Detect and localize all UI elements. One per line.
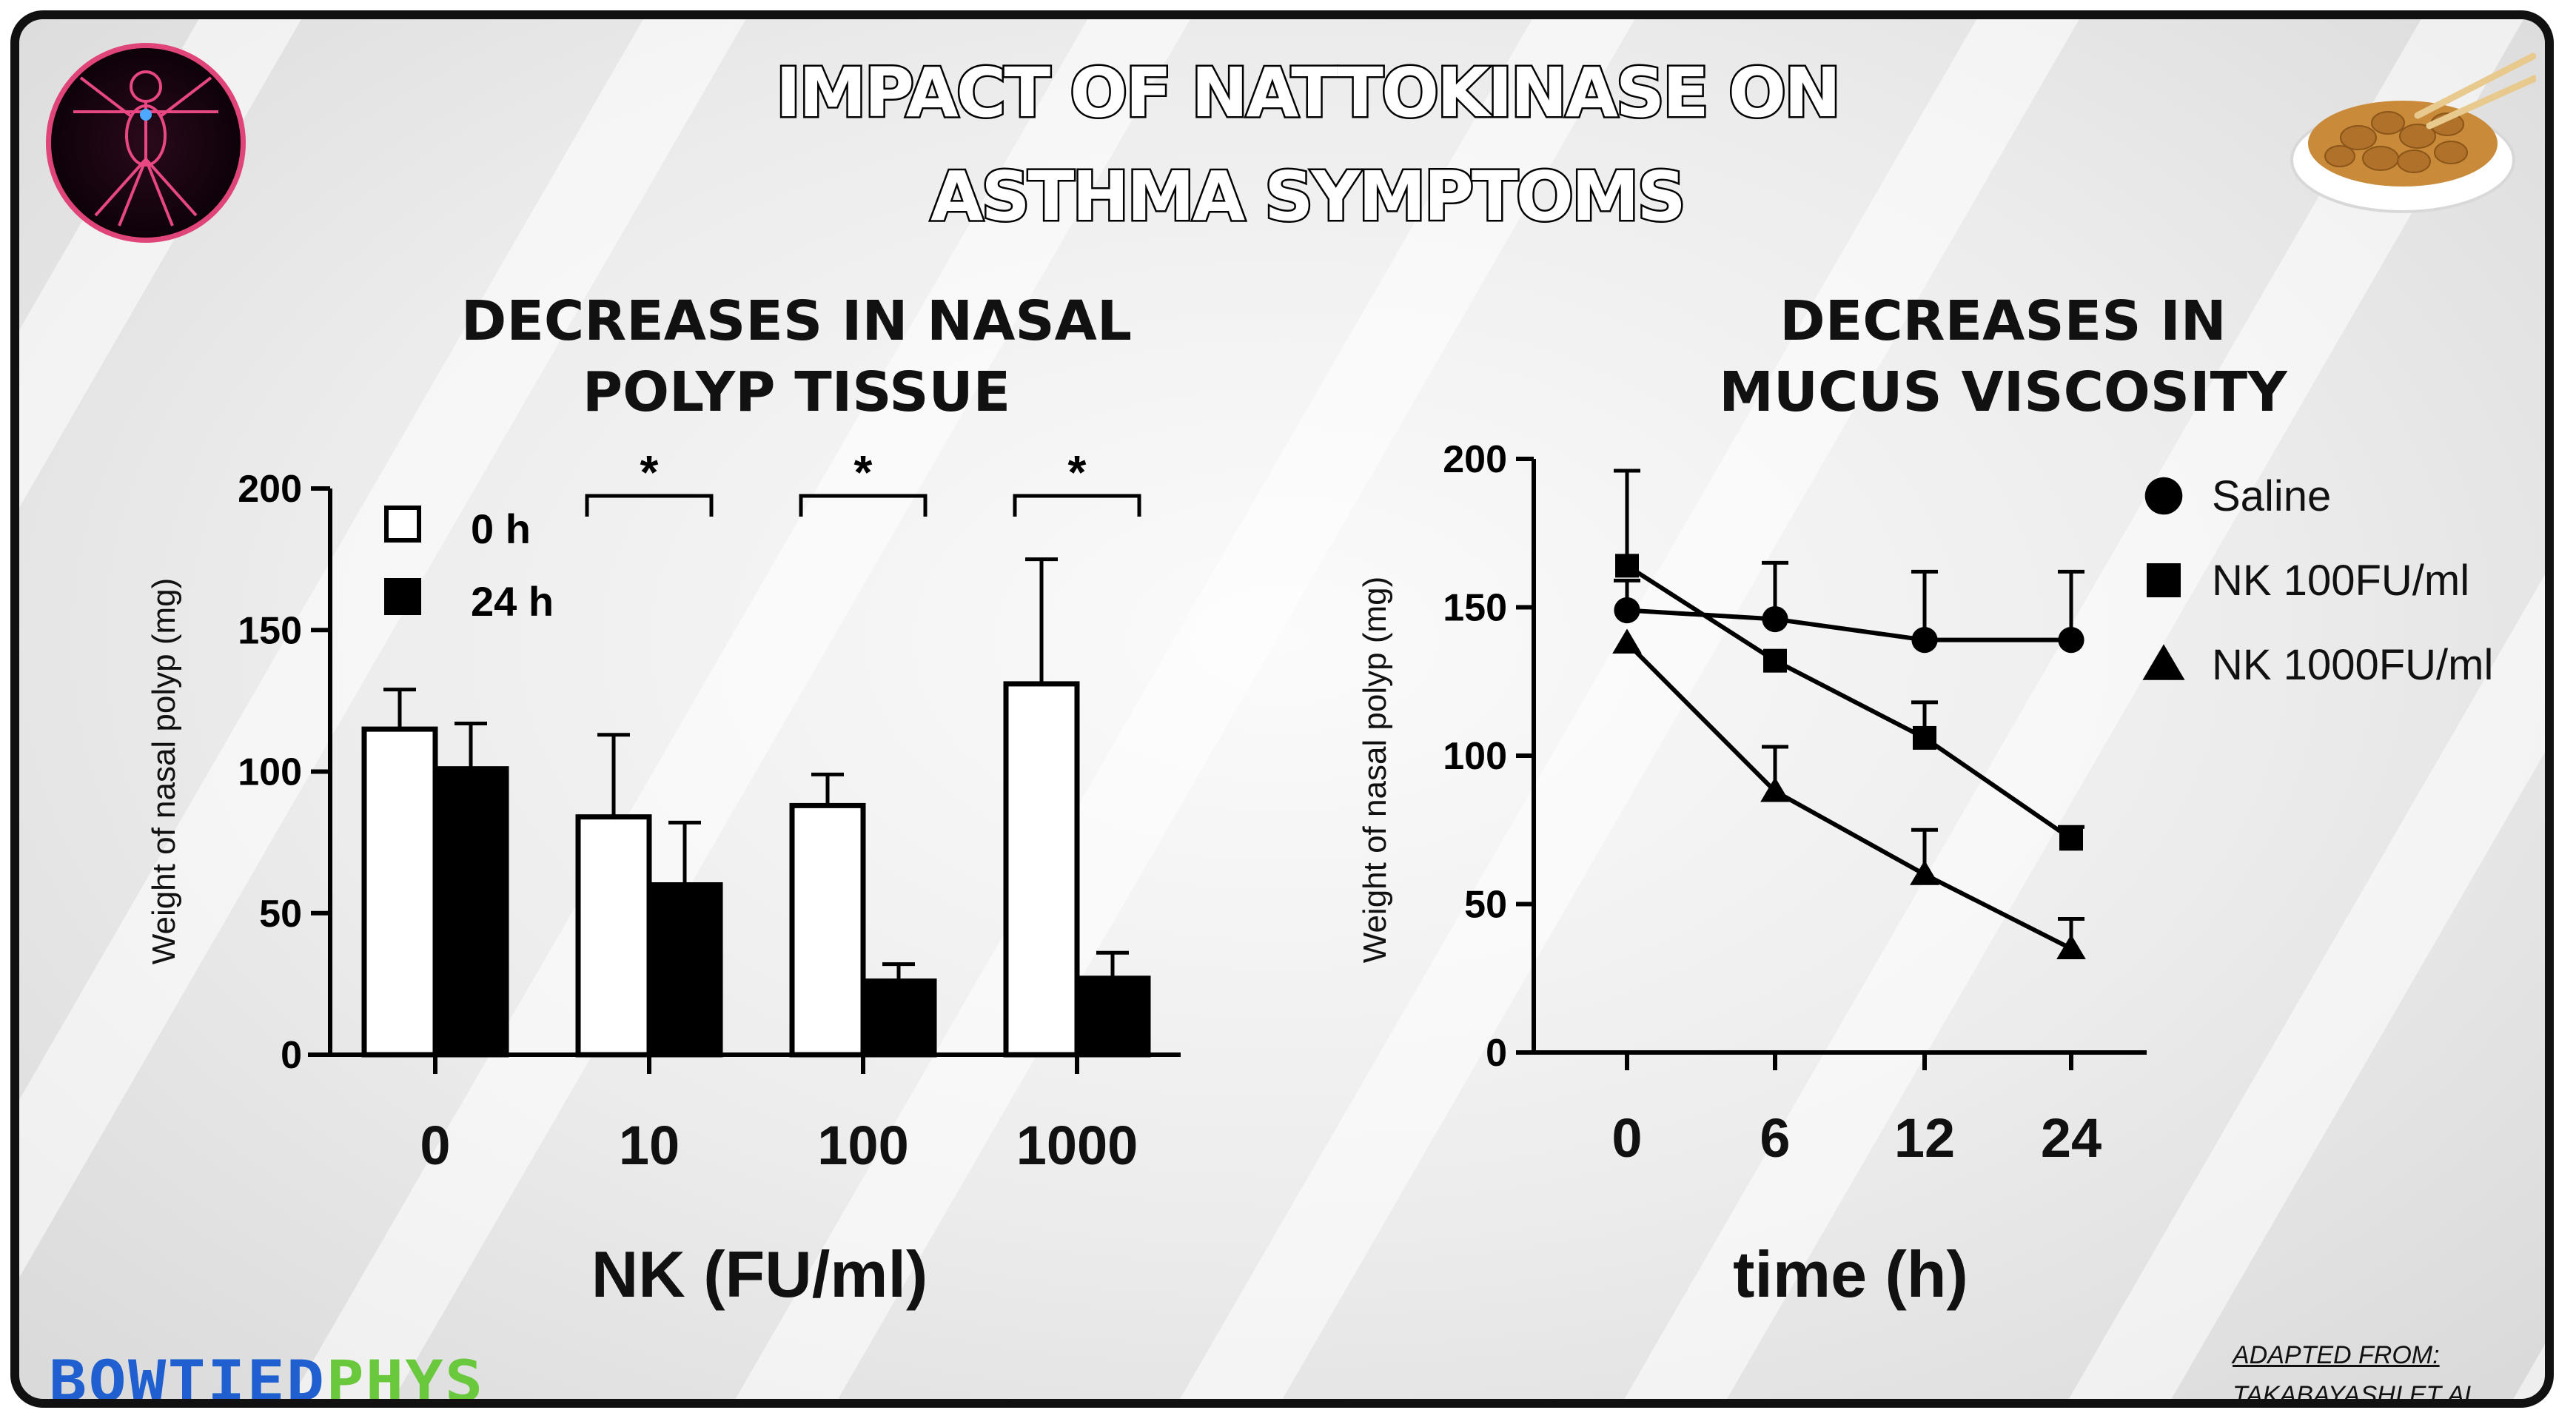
line-point-2-12 xyxy=(1910,860,1939,885)
line-point-1-12 xyxy=(1913,725,1936,750)
line-series-1 xyxy=(1626,563,2073,841)
title-line-1: IMPACT OF NATTOKINASE ON xyxy=(774,52,1842,135)
line-chart-x-tick-label: 24 xyxy=(2041,1107,2102,1169)
line-chart-y-tick-label: 200 xyxy=(1443,438,1507,481)
bar-legend-label-0: 0 h xyxy=(471,506,531,552)
line-series-2 xyxy=(1625,641,2073,951)
line-series-0 xyxy=(1626,608,2071,642)
bar-legend-label-1: 24 h xyxy=(471,578,554,625)
line-legend-label-0: Saline xyxy=(2212,472,2331,520)
significance-bracket xyxy=(585,494,714,517)
bar-0h-100 xyxy=(789,802,866,1058)
bowtiedphys-brand-logo: BOWTIEDPHYS xyxy=(49,1352,484,1400)
bar-0h-0 xyxy=(361,726,438,1058)
bar-legend-swatch-1 xyxy=(384,578,421,615)
vitruvian-figure-icon xyxy=(73,70,218,226)
significance-bracket xyxy=(799,494,928,517)
credit-source: TAKABAYASHI ET AL. (2017) xyxy=(2233,1381,2486,1408)
infographic-frame: IMPACT OF NATTOKINASE ON ASTHMA SYMPTOMS… xyxy=(10,10,2554,1408)
line-chart-x-axis-label: time (h) xyxy=(1733,1238,1968,1311)
bar-chart-y-tick-label: 50 xyxy=(259,893,302,936)
anatomy-logo-icon xyxy=(46,43,246,243)
line-point-1-24 xyxy=(2059,827,2083,851)
line-legend-marker-1 xyxy=(2147,563,2181,597)
line-chart-y-tick-label: 100 xyxy=(1443,735,1507,778)
bar-chart-x-tick-label: 1000 xyxy=(1016,1115,1138,1176)
natto-bowl-illustration xyxy=(2290,53,2538,213)
bar-24h-10 xyxy=(646,882,723,1058)
bar-chart-y-tick-label: 100 xyxy=(238,751,302,794)
line-chart-y-tick-label: 150 xyxy=(1443,587,1507,630)
line-chart-x-tick-label: 6 xyxy=(1760,1107,1790,1169)
line-chart-x-tick-label: 12 xyxy=(1894,1107,1955,1169)
bar-24h-100 xyxy=(860,978,937,1058)
bar-chart-y-tick-label: 150 xyxy=(238,609,302,652)
natto-bowl-icon xyxy=(2284,49,2538,226)
line-point-2-0 xyxy=(1612,628,1642,654)
bar-chart-y-axis-label: Weight of nasal polyp (mg) xyxy=(146,578,182,965)
credit-label: ADAPTED FROM: xyxy=(2233,1341,2440,1369)
line-point-2-6 xyxy=(1760,776,1790,802)
bar-chart-y-tick-label: 200 xyxy=(238,468,302,511)
significance-marker: * xyxy=(854,446,873,499)
brand-part-1: BOWTIED xyxy=(49,1348,326,1408)
left-chart-title-line-2: POLYP TISSUE xyxy=(582,360,1011,424)
right-chart-title-line-1: DECREASES IN xyxy=(1780,289,2227,353)
line-legend-marker-2 xyxy=(2142,644,2185,680)
brand-part-2: PHYS xyxy=(326,1348,485,1408)
line-legend-label-2: NK 1000FU/ml xyxy=(2212,641,2493,689)
line-point-2-24 xyxy=(2056,934,2086,960)
bar-chart-x-tick-label: 0 xyxy=(420,1115,450,1176)
line-point-1-0 xyxy=(1615,554,1639,578)
bar-24h-1000 xyxy=(1074,976,1151,1058)
line-legend-label-1: NK 100FU/ml xyxy=(2212,557,2469,605)
bar-chart-x-tick-label: 10 xyxy=(619,1115,680,1176)
line-chart-y-axis-label: Weight of nasal polyp (mg) xyxy=(1357,577,1393,964)
line-chart-x-tick-label: 0 xyxy=(1611,1107,1642,1169)
line-point-0-24 xyxy=(2058,627,2084,654)
line-chart-y-tick-label: 50 xyxy=(1464,884,1507,927)
line-point-1-6 xyxy=(1763,648,1787,673)
line-point-0-6 xyxy=(1762,605,1788,633)
infographic-title: IMPACT OF NATTOKINASE ON ASTHMA SYMPTOMS xyxy=(685,41,1929,249)
significance-marker: * xyxy=(1068,446,1087,499)
left-chart-title-line-1: DECREASES IN NASAL xyxy=(460,289,1133,353)
bar-chart-y-tick-label: 0 xyxy=(281,1034,302,1077)
right-chart-title-line-2: MUCUS VISCOSITY xyxy=(1719,360,2287,424)
bar-chart-x-tick-label: 100 xyxy=(817,1115,908,1176)
significance-bracket xyxy=(1013,494,1141,517)
bar-0h-10 xyxy=(575,814,652,1058)
title-line-2: ASTHMA SYMPTOMS xyxy=(929,155,1688,238)
line-point-0-12 xyxy=(1911,627,1938,654)
source-credit: ADAPTED FROM: TAKABAYASHI ET AL. (2017) xyxy=(2233,1335,2545,1408)
left-chart-title: DECREASES IN NASAL POLYP TISSUE xyxy=(389,286,1204,428)
bar-legend-swatch-0 xyxy=(384,506,421,543)
significance-marker: * xyxy=(640,446,659,499)
line-chart-y-tick-label: 0 xyxy=(1486,1032,1507,1075)
bar-0h-1000 xyxy=(1003,681,1080,1058)
line-legend-marker-0 xyxy=(2144,477,2183,515)
right-chart-title: DECREASES IN MUCUS VISCOSITY xyxy=(1618,286,2388,428)
bar-24h-0 xyxy=(432,766,509,1058)
line-point-0-0 xyxy=(1614,597,1640,624)
bar-chart-x-axis-label: NK (FU/ml) xyxy=(591,1238,928,1311)
